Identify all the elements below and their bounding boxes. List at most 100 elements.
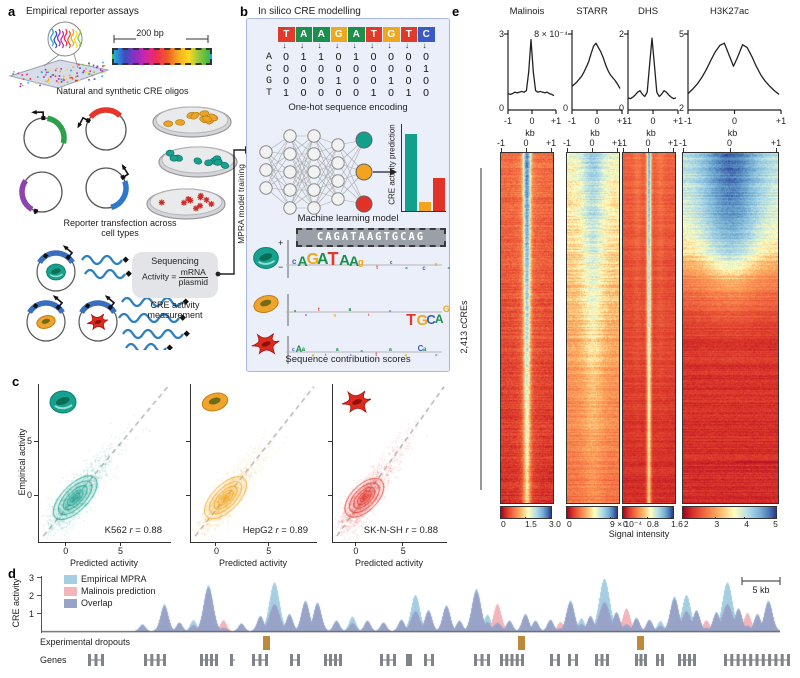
onehot-value: 0	[300, 87, 307, 99]
onehot-value: 0	[388, 87, 394, 99]
logo-letter: c	[435, 352, 438, 357]
onehot-value: 0	[335, 63, 342, 75]
sequence-base-cell: T	[400, 27, 417, 42]
oligos-caption: Natural and synthetic CRE oligos	[56, 86, 189, 96]
scatter-frame	[332, 384, 447, 543]
scalebar-200bp-lines	[113, 35, 209, 43]
logo-letter: a	[423, 347, 427, 354]
onehot-value: 0	[335, 87, 342, 99]
onehot-value: 1	[300, 51, 307, 63]
logo-letter: G	[306, 250, 320, 268]
onehot-value: 0	[353, 63, 359, 75]
down-arrow-icon: ↓	[335, 41, 339, 50]
onehot-row-label: G	[265, 76, 272, 87]
sequence-base-cell: C	[418, 27, 435, 42]
sequencing-box-line1: Sequencing	[151, 256, 199, 266]
down-arrow-icon: ↓	[370, 41, 374, 50]
legend-label: Malinois prediction	[81, 586, 156, 596]
x-tick-label: 0	[213, 546, 219, 556]
track-ytick-label: 1	[28, 609, 34, 619]
colorbar	[500, 506, 552, 519]
heatmap-xtick-label: 0	[645, 138, 651, 148]
heatmap-xtick-label: +1	[667, 138, 679, 148]
colorbar-tick	[501, 517, 502, 519]
profile-xtick-label: 0	[731, 116, 737, 126]
profile-plot-Malinois	[504, 30, 557, 114]
logo-letter: A	[339, 251, 350, 269]
panel-a-label: a	[8, 4, 16, 19]
ccres-count-label: 2,413 cCREs	[459, 300, 469, 354]
colorbar-tick	[549, 517, 550, 519]
onehot-value: 1	[388, 75, 394, 87]
onehot-value: 0	[405, 75, 412, 87]
onehot-value: 0	[388, 63, 394, 75]
profile-plot-H3K27ac	[684, 30, 782, 114]
colorbar	[622, 506, 674, 519]
profile-ytop-label: 5	[678, 29, 684, 39]
logo-letter: a	[335, 346, 339, 353]
heatmap-xtick	[683, 148, 684, 152]
onehot-row-label: T	[265, 88, 272, 99]
dropout-mark	[263, 636, 270, 650]
profile-xtick-label: +1	[550, 116, 562, 126]
onehot-value: 0	[405, 63, 412, 75]
profile-xtick-label: +1	[672, 116, 684, 126]
heatmap-xtick-label: -1	[562, 138, 571, 148]
logo-minus: −	[278, 262, 284, 272]
heatmap-xtick-label: 0	[726, 138, 732, 148]
heatmap-xtick-label: -1	[678, 138, 687, 148]
heatmap-xtick-label: +1	[611, 138, 623, 148]
profile-ytop-label: 3	[498, 29, 504, 39]
profile-ytop-label: 8 × 10⁻⁴	[534, 29, 568, 39]
logo-letter: c	[389, 307, 392, 313]
onehot-value: 0	[370, 75, 377, 87]
track-ytick-label: 2	[28, 591, 34, 601]
onehot-value: 0	[318, 87, 324, 99]
onehot-value: 0	[353, 75, 359, 87]
profile-xlabel: kb	[646, 128, 656, 138]
y-tick	[186, 494, 190, 496]
heatmap-xtick	[729, 148, 731, 152]
profile-ybottom-label: 0	[618, 103, 624, 113]
formula-denominator: plasmid	[178, 276, 208, 287]
heatmap-xtick-label: 0	[523, 138, 529, 148]
onehot-value: 1	[353, 51, 359, 63]
heatmap-xtick-label: -1	[496, 138, 505, 148]
profile-xtick-label: -1	[683, 116, 692, 126]
orange-cell-icon	[201, 392, 229, 412]
track-ytick	[37, 595, 42, 596]
logos-caption: Sequence contribution scores	[285, 354, 411, 365]
x-tick-label: 5	[266, 546, 272, 556]
x-tick-label: 5	[400, 546, 406, 556]
logo-letter: G	[442, 303, 450, 314]
logo-plus: +	[278, 238, 284, 248]
logo-letter: a	[294, 307, 297, 313]
onehot-value: 0	[370, 51, 377, 63]
track-ytick	[37, 577, 42, 578]
profile-title: Malinois	[509, 6, 545, 17]
panel-a-title: Empirical reporter assays	[26, 6, 139, 17]
panel-d-ylabel: CRE activity	[11, 578, 21, 628]
profile-plot-DHS	[624, 30, 679, 114]
heatmap-xtick-label: +1	[545, 138, 557, 148]
cre-oligo-rainbow-bar	[112, 48, 212, 65]
legend-swatch	[64, 575, 77, 584]
onehot-caption: One-hot sequence encoding	[288, 102, 408, 113]
onehot-value: 1	[335, 75, 342, 87]
colorbar-tick	[610, 517, 611, 519]
bar-axis-label: CRE activity prediction	[387, 124, 397, 205]
sequence-base-cell: A	[295, 27, 312, 42]
logo-letter: t	[317, 306, 320, 313]
down-arrow-icon: ↓	[300, 41, 304, 50]
profile-ybottom-label: 0	[498, 103, 504, 113]
down-arrow-icon: ↓	[317, 41, 322, 50]
profile-xlabel: kb	[590, 128, 600, 138]
prediction-arrow	[373, 168, 397, 176]
red-cell-icon	[341, 390, 372, 414]
x-tick	[215, 542, 217, 546]
logo-letter: t	[376, 265, 378, 271]
onehot-value: 0	[318, 63, 324, 75]
heatmap-xtick	[501, 148, 502, 152]
scatter-xlabel: Predicted activity	[354, 558, 424, 568]
logo-letter: a	[360, 347, 363, 353]
